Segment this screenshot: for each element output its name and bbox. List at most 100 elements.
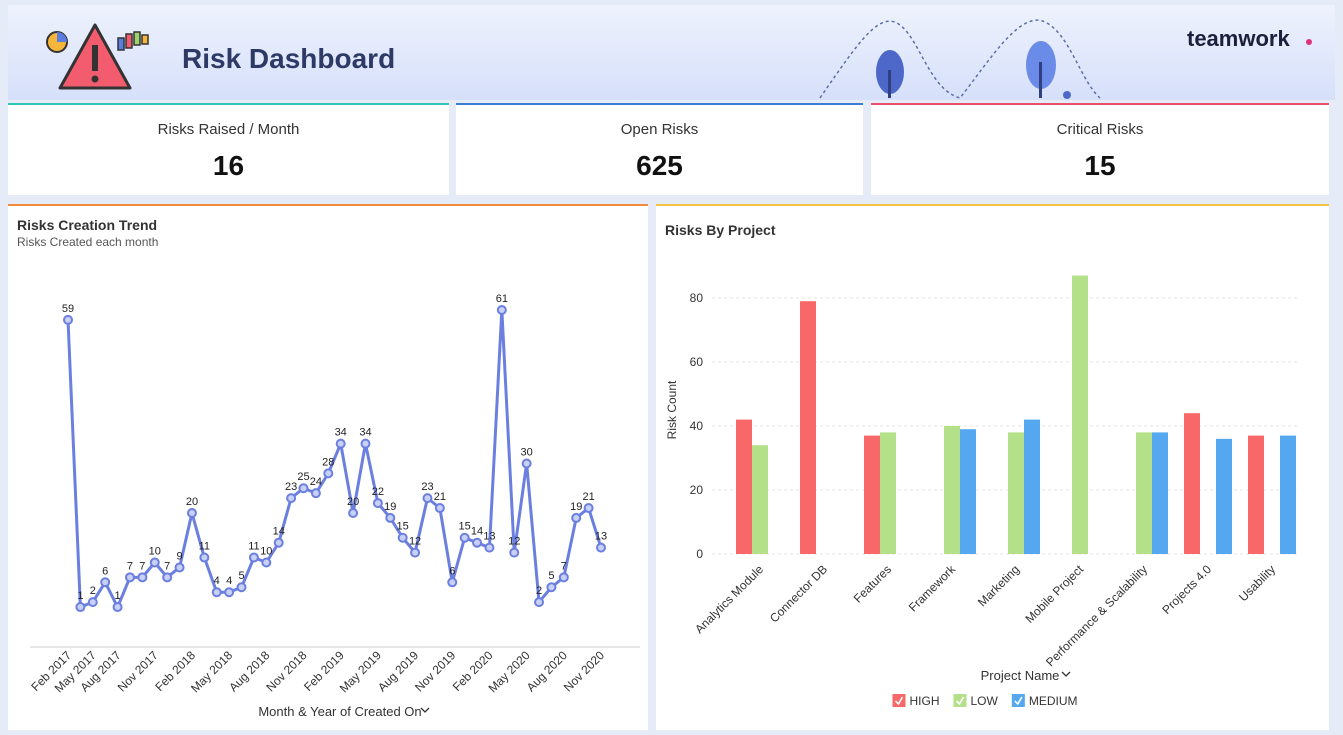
data-point [558, 572, 569, 583]
legend-check [894, 696, 904, 706]
chart-title: Risks By Project [665, 222, 776, 238]
header [8, 5, 1335, 100]
bar [960, 429, 976, 554]
data-label: 14 [471, 526, 483, 538]
kpi-card [456, 103, 863, 195]
bar [1136, 432, 1152, 554]
dropdown-chevron[interactable] [1061, 671, 1071, 677]
data-label: 24 [310, 476, 322, 488]
data-point [211, 587, 222, 598]
data-point [372, 498, 383, 509]
data-label: 19 [384, 501, 396, 513]
y-tick-label: 0 [696, 547, 703, 561]
data-label: 2 [536, 585, 542, 597]
kpi-accent [8, 103, 449, 105]
data-label: 20 [186, 496, 198, 508]
data-point [434, 503, 445, 514]
data-point [410, 547, 421, 558]
data-label: 20 [347, 496, 359, 508]
data-label: 61 [496, 293, 508, 305]
data-point [509, 547, 520, 558]
dashboard-title: Risk Dashboard [182, 43, 395, 74]
data-point [100, 577, 111, 588]
panel-accent [656, 204, 1329, 206]
data-label: 59 [62, 303, 74, 315]
data-label: 11 [199, 541, 210, 553]
data-point [447, 577, 458, 588]
y-tick-label: 40 [690, 419, 704, 433]
data-label: 34 [359, 427, 371, 439]
dropdown-chevron[interactable] [420, 707, 430, 713]
data-point [521, 458, 532, 469]
legend-item[interactable]: LOW [953, 694, 999, 708]
data-point [534, 597, 545, 608]
kpi-card [8, 103, 449, 195]
data-point [186, 507, 197, 518]
data-label: 23 [421, 481, 433, 493]
legend-swatch [953, 694, 967, 707]
legend-swatch [892, 694, 906, 707]
bar [1152, 432, 1168, 554]
data-point [360, 438, 371, 449]
bar [1024, 419, 1040, 554]
data-point [397, 532, 408, 543]
kpi-value: 15 [1084, 150, 1115, 181]
data-label: 28 [322, 456, 334, 468]
kpi-value: 625 [636, 150, 683, 181]
kpi-accent [871, 103, 1329, 105]
data-point [199, 552, 210, 563]
data-point [87, 597, 98, 608]
data-label: 7 [561, 560, 567, 572]
data-label: 4 [214, 575, 220, 587]
data-label: 15 [397, 521, 409, 533]
data-label: 19 [570, 501, 582, 513]
data-label: 34 [335, 427, 347, 439]
header-icons [46, 19, 1101, 99]
data-label: 13 [483, 531, 495, 543]
kpi-card [871, 103, 1329, 195]
bar [1008, 432, 1024, 554]
data-point [323, 468, 334, 479]
bar [1072, 275, 1088, 554]
data-point [335, 438, 346, 449]
data-point [583, 503, 594, 514]
bar [1216, 438, 1232, 554]
data-point [496, 305, 507, 315]
bar [1248, 435, 1264, 554]
data-label: 4 [226, 575, 232, 587]
data-point [459, 532, 470, 543]
data-label: 5 [238, 570, 244, 582]
bar [864, 435, 880, 554]
data-point [63, 314, 73, 325]
data-point [571, 512, 582, 523]
y-tick-label: 80 [690, 291, 704, 305]
data-point [261, 557, 272, 568]
kpi-label: Critical Risks [1057, 121, 1144, 138]
legend-item[interactable]: MEDIUM [1011, 694, 1078, 708]
data-label: 12 [409, 536, 421, 548]
legend-check [1014, 696, 1023, 706]
bar [752, 445, 768, 554]
legend-swatch [1011, 694, 1025, 707]
data-point [162, 572, 173, 583]
legend-item[interactable]: HIGH [892, 694, 939, 708]
kpi-label: Open Risks [621, 121, 699, 138]
data-label: 30 [521, 446, 533, 458]
y-axis-title: Risk Count [665, 380, 679, 439]
legend-label: HIGH [909, 694, 939, 708]
y-tick-label: 20 [690, 483, 704, 497]
y-tick-label: 60 [690, 355, 704, 369]
panel-accent [8, 204, 648, 206]
data-label: 21 [582, 491, 594, 503]
bar [880, 432, 896, 554]
data-label: 21 [434, 491, 446, 503]
data-label: 15 [459, 521, 471, 533]
kpi-label: Risks Raised / Month [158, 121, 300, 138]
legend-label: MEDIUM [1029, 694, 1078, 708]
panel [8, 204, 648, 730]
kpi-value: 16 [213, 150, 244, 181]
data-point [422, 493, 433, 504]
chart-title: Risks Creation Trend [17, 217, 157, 233]
data-point [75, 602, 86, 613]
